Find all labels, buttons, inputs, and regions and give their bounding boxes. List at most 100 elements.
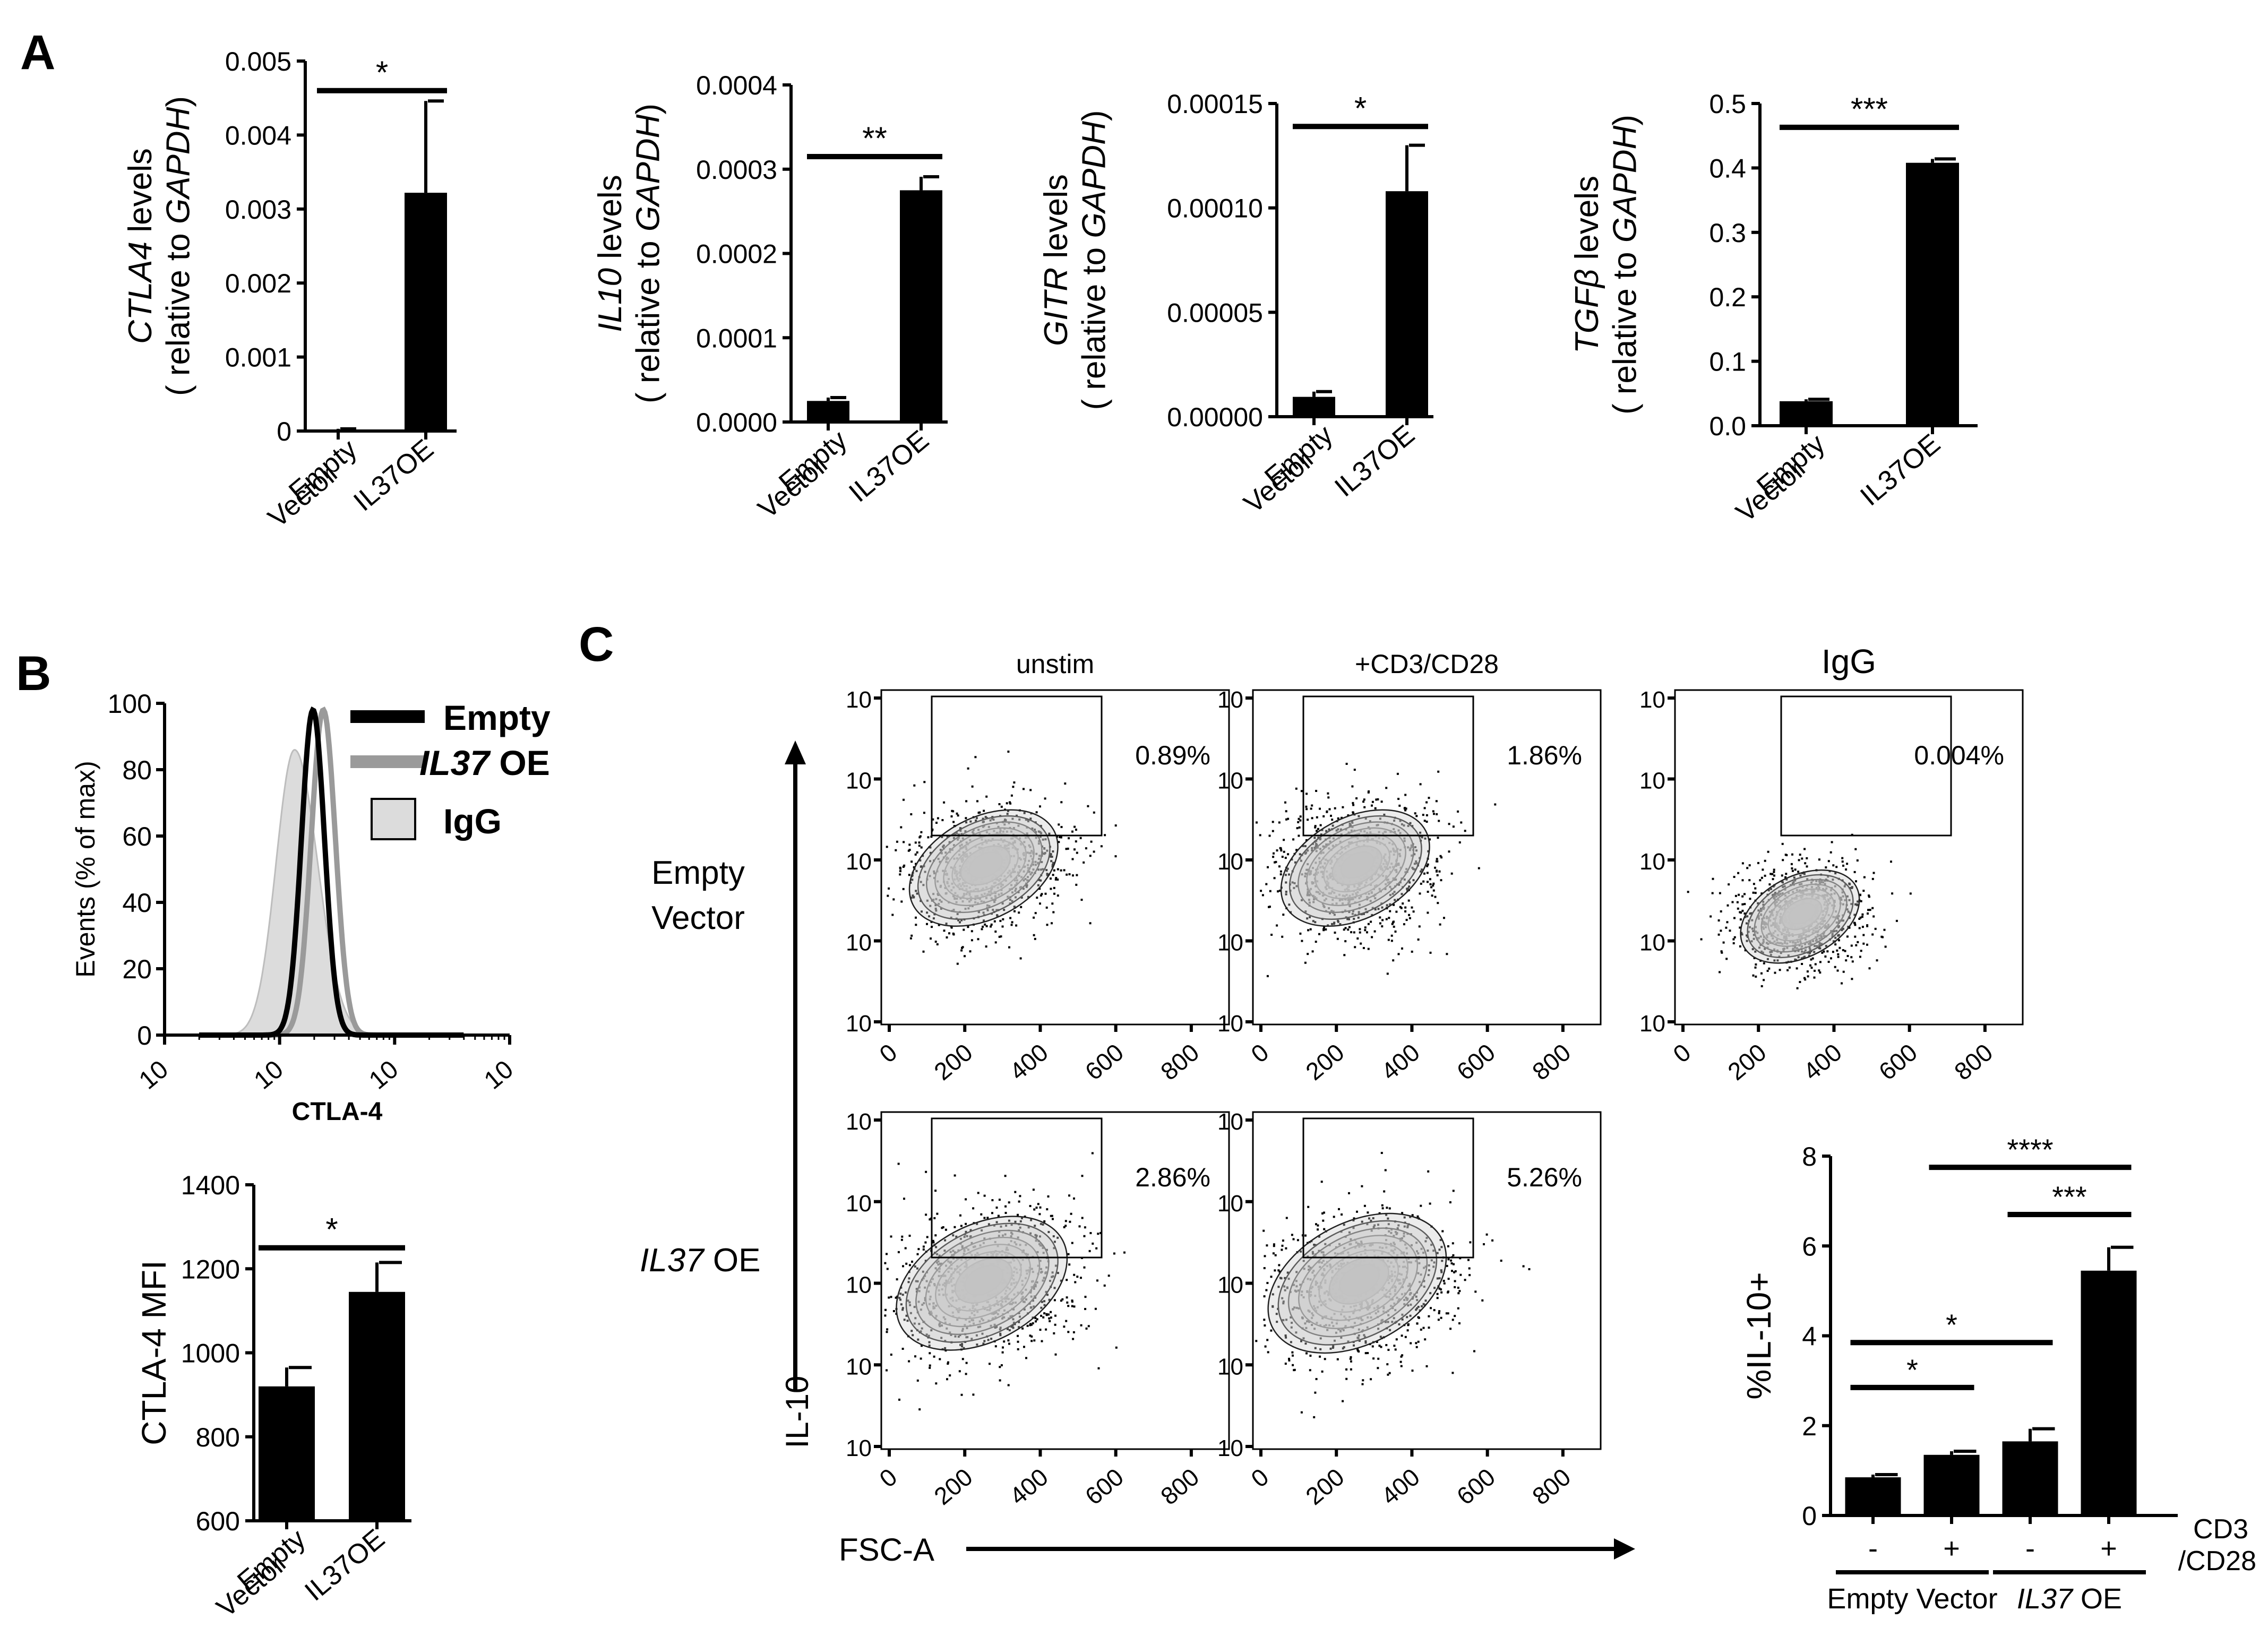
plot-frame bbox=[880, 1111, 1230, 1450]
y-label2-gene: GAPDH bbox=[160, 107, 196, 224]
category-label: IL37OE bbox=[1329, 419, 1420, 503]
y-tick-base: 10 bbox=[1639, 930, 1665, 956]
y-tick-label: 0.005 bbox=[225, 47, 291, 76]
plot-frame bbox=[880, 689, 1230, 1026]
x-tick-label: 0 bbox=[874, 1463, 902, 1493]
y-axis-label-2: ( relative to GAPDH) bbox=[630, 104, 666, 403]
y-axis-label: TGFβ levels bbox=[1569, 176, 1605, 354]
x-tick-label: 10 bbox=[249, 1055, 289, 1095]
gate-percent: 0.89% bbox=[1135, 740, 1210, 770]
scatter-points bbox=[886, 751, 1117, 965]
y-axis-label-2: ( relative to GAPDH) bbox=[160, 96, 196, 396]
x-tick-label: 0 bbox=[1668, 1038, 1696, 1068]
y-tick-label: 0.00005 bbox=[1167, 298, 1263, 328]
bar bbox=[1780, 401, 1833, 426]
gate-box bbox=[1302, 695, 1474, 837]
contour-level bbox=[1740, 869, 1860, 964]
panel-label-b: B bbox=[16, 647, 51, 701]
y-tick-label: 10 bbox=[1217, 930, 1243, 956]
y-tick-label: 10 bbox=[1217, 1435, 1243, 1461]
x-tick-label: 400 bbox=[1004, 1463, 1053, 1510]
row-label-il37-text: OE bbox=[704, 1242, 761, 1279]
y-tick-base: 10 bbox=[846, 1109, 872, 1135]
bar bbox=[2002, 1441, 2058, 1515]
contour-level bbox=[908, 809, 1059, 927]
y-tick-label: 10 bbox=[846, 1191, 872, 1217]
significance-label: * bbox=[325, 1212, 338, 1247]
y-tick-label: 0.003 bbox=[225, 195, 291, 225]
plot-frame bbox=[1252, 689, 1602, 1026]
y-tick-label: 8 bbox=[1802, 1142, 1817, 1172]
y-tick-label: 2 bbox=[1802, 1411, 1817, 1441]
legend-igg-text: IgG bbox=[443, 802, 502, 841]
y-tick-base: 10 bbox=[1217, 1011, 1243, 1037]
contour-level bbox=[934, 827, 1035, 907]
y-tick-base: 10 bbox=[1639, 1011, 1665, 1037]
y-tick-base: 10 bbox=[1639, 687, 1665, 713]
y-axis-label-2: ( relative to GAPDH) bbox=[1606, 115, 1643, 415]
bar bbox=[807, 401, 849, 422]
y-tick-label: 6 bbox=[1802, 1231, 1817, 1261]
x-tick-label: 200 bbox=[929, 1038, 977, 1086]
x-tick-label: 200 bbox=[1722, 1038, 1771, 1086]
category-label: IL37OE bbox=[1854, 428, 1946, 512]
y-axis-label: IL-10 bbox=[779, 1376, 815, 1449]
y-label2-gene: GAPDH bbox=[1606, 125, 1643, 243]
y-label2-gene: GAPDH bbox=[630, 114, 666, 231]
contour-level bbox=[951, 839, 1019, 893]
y-tick-label: 20 bbox=[122, 954, 152, 984]
x-axis-label: FSC-A bbox=[839, 1532, 934, 1568]
x-tick-label: 200 bbox=[929, 1463, 977, 1510]
bar bbox=[1906, 162, 1959, 426]
gate-box bbox=[1780, 695, 1952, 837]
x-tick-label: 10 bbox=[134, 1055, 174, 1095]
bar bbox=[1845, 1477, 1901, 1515]
bar bbox=[1923, 1454, 1980, 1515]
contour-level bbox=[1754, 879, 1848, 953]
x-tick-base: 10 bbox=[249, 1055, 289, 1095]
legend-il37-italic: IL37 bbox=[419, 743, 491, 782]
contour-level bbox=[1280, 809, 1430, 927]
bar bbox=[405, 193, 447, 431]
x-tick-label: 600 bbox=[1451, 1463, 1500, 1510]
x-tick-label: 400 bbox=[1376, 1038, 1425, 1086]
y-tick-base: 10 bbox=[1217, 1191, 1243, 1217]
contour-level bbox=[925, 821, 1043, 914]
contour-level bbox=[1288, 815, 1422, 920]
x-tick-label: 200 bbox=[1300, 1038, 1349, 1086]
y-label2-pre: ( relative to bbox=[1606, 243, 1643, 415]
x-tick-label: 400 bbox=[1798, 1038, 1847, 1086]
y-tick-label: 10 bbox=[1217, 1272, 1243, 1298]
significance-label: *** bbox=[2052, 1180, 2086, 1213]
significance-label: ** bbox=[862, 120, 887, 156]
column-title: unstim bbox=[1016, 649, 1094, 679]
y-label-gene: CTLA4 bbox=[122, 242, 159, 344]
significance-label: *** bbox=[1851, 91, 1888, 127]
contour-level bbox=[1306, 827, 1406, 907]
plot-frame bbox=[1674, 689, 2024, 1026]
x-tick-label: 10 bbox=[364, 1055, 403, 1095]
y-tick-label: 4 bbox=[1802, 1322, 1817, 1351]
row-label-empty-1: Empty bbox=[651, 855, 745, 891]
y-tick-label: 40 bbox=[122, 888, 152, 918]
bar bbox=[317, 429, 359, 431]
column-title: IgG bbox=[1822, 642, 1876, 681]
y-axis-label-2: ( relative to GAPDH) bbox=[1076, 110, 1112, 410]
bar bbox=[900, 190, 942, 422]
y-tick-label: 1200 bbox=[181, 1254, 240, 1284]
x-tick-label: 600 bbox=[1874, 1038, 1922, 1086]
gate-percent: 1.86% bbox=[1507, 740, 1582, 770]
panel-label-c: C bbox=[579, 617, 614, 671]
y-tick-label: 10 bbox=[1639, 1011, 1665, 1037]
y-tick-label: 1400 bbox=[181, 1170, 240, 1200]
y-tick-base: 10 bbox=[1217, 1109, 1243, 1135]
gate-percent: 2.86% bbox=[1135, 1162, 1210, 1192]
y-tick-label: 0.1 bbox=[1709, 347, 1746, 377]
x-tick-label: 800 bbox=[1527, 1463, 1576, 1510]
y-tick-base: 10 bbox=[1217, 1435, 1243, 1461]
y-tick-base: 10 bbox=[846, 768, 872, 794]
significance-label: * bbox=[1354, 90, 1367, 126]
x-tick-label: 600 bbox=[1080, 1038, 1129, 1086]
